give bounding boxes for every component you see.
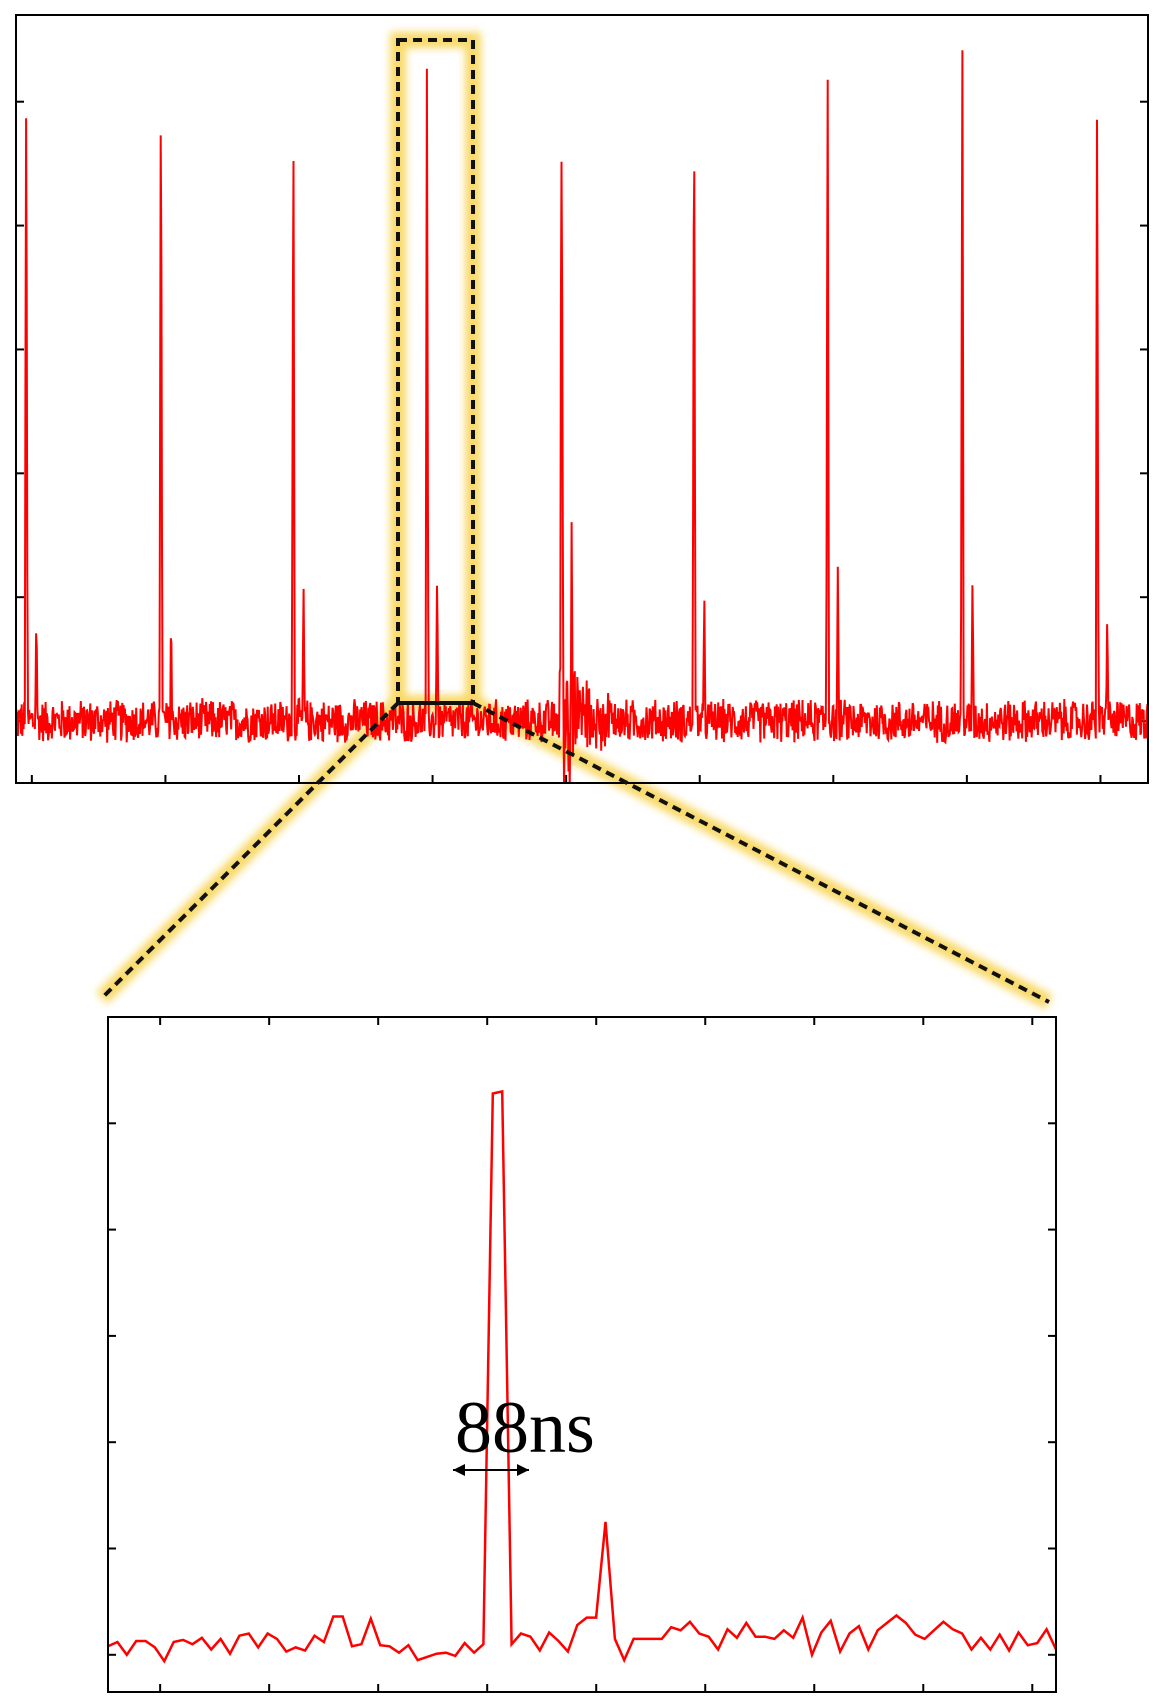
overview-trace (16, 50, 1148, 783)
delay-arrowhead-left (453, 1464, 465, 1476)
overview-chart (15, 14, 1149, 784)
zoom-connector (100, 38, 1050, 1004)
zoom-left-line (100, 701, 400, 1000)
delay-arrowhead-right (517, 1464, 529, 1476)
delay-label: 88ns (455, 1387, 595, 1469)
zoomed-ticks (108, 1017, 1056, 1692)
overview-ticks (16, 100, 1148, 783)
delay-annotation: 88ns (453, 1387, 595, 1476)
zoomed-frame (107, 1016, 1057, 1693)
zoom-box (396, 38, 475, 705)
zoom-right-line (472, 701, 1050, 1004)
zoomed-chart: 88ns (107, 1016, 1057, 1693)
zoomed-trace (108, 1089, 1056, 1664)
zoom-box-glow (390, 32, 481, 711)
overview-frame (15, 14, 1149, 784)
